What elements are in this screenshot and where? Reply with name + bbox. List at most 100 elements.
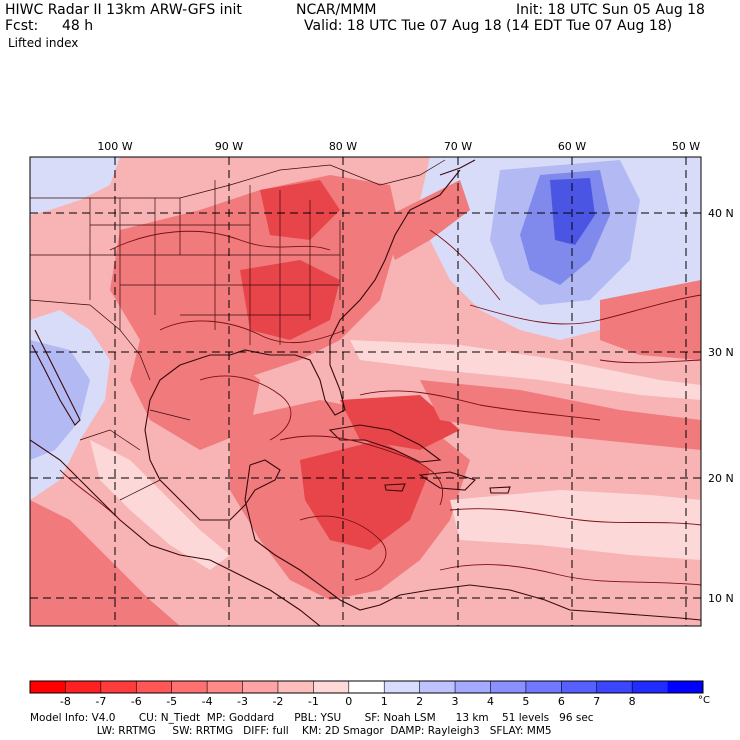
lat-label: 30 N [708, 346, 734, 359]
valid-time: Valid: 18 UTC Tue 07 Aug 18 (14 EDT Tue … [304, 18, 673, 34]
lat-label: 20 N [708, 472, 734, 485]
lat-lon-grid [30, 157, 701, 626]
contour-line [469, 294, 701, 325]
colorbar-tick-label: 0 [345, 695, 352, 708]
forecast-hour: 48 h [62, 18, 94, 34]
contour-line [429, 229, 501, 301]
colorbar-swatch [419, 681, 456, 693]
field-name: Lifted index [8, 36, 79, 50]
central-america-coastline [244, 464, 401, 611]
lifted-index-contours [59, 229, 701, 586]
organization-label: NCAR/MMM [296, 2, 377, 18]
lat-label: 40 N [708, 207, 734, 220]
colorbar-swatch [525, 681, 562, 693]
colorbar-swatch [632, 681, 669, 693]
colorbar-swatch [348, 681, 385, 693]
bahamas-strong-zone [340, 395, 460, 450]
lat-label: 10 N [708, 592, 734, 605]
mexico-state-lines [79, 409, 191, 501]
jamaica-outline [384, 483, 406, 492]
contour-line [299, 515, 387, 581]
baja-coastline [31, 329, 81, 426]
colorbar-tick-label: -1 [308, 695, 319, 708]
mexico-plateau-pale [90, 440, 230, 570]
colorbar-swatch [313, 681, 350, 693]
colorbar-tick-label: 1 [381, 695, 388, 708]
lon-label: 70 W [444, 140, 472, 153]
colorbar-tick-label: 6 [558, 695, 565, 708]
colorbar-tick-label: -8 [60, 695, 71, 708]
map-frame [29, 156, 702, 627]
model-info-line-1: Model Info: V4.0 CU: N_Tiedt MP: Goddard… [30, 712, 594, 724]
colorbar-swatch [100, 681, 137, 693]
us-canada-border [30, 159, 446, 199]
atlantic-tropical-band [420, 380, 701, 450]
gulf-texas-unstable-zone [130, 340, 260, 450]
contour-line [199, 375, 292, 441]
colorbar-tick-label: 2 [416, 695, 423, 708]
colorbar-tick-label: -6 [131, 695, 142, 708]
colorbar-swatch [207, 681, 244, 693]
colorbar-frame [29, 680, 704, 694]
nova-scotia-coastline [439, 159, 476, 176]
caribbean-strong-zone [300, 440, 430, 550]
south-america-coastline [399, 584, 701, 621]
colorbar-tick-label: 7 [593, 695, 600, 708]
contour-line [109, 230, 331, 251]
northeast-coast-band [380, 180, 470, 260]
colorbar-tick-label: 8 [629, 695, 636, 708]
colorbar-tick-labels: -8 -7 -6 -5 -4 -3 -2 -1 0 1 2 3 4 5 6 7 8 [60, 681, 636, 708]
colorbar-swatch [384, 681, 421, 693]
colorbar-swatch [242, 681, 279, 693]
contour-line [59, 469, 121, 521]
map-field [30, 157, 701, 626]
colorbar-tick-label: -2 [272, 695, 283, 708]
contour-line [359, 390, 601, 421]
lon-label: 100 W [97, 140, 132, 153]
colorbar-swatch [455, 681, 491, 693]
colorbar-swatch [171, 681, 208, 693]
contour-line [439, 564, 701, 586]
contour-line [159, 320, 346, 344]
colorbar-tick-label: 5 [522, 695, 529, 708]
colorbar-swatch [596, 681, 633, 693]
init-time: Init: 18 UTC Sun 05 Aug 18 [516, 2, 705, 18]
colorbar-swatch [561, 681, 598, 693]
colorbar-tick-label: -3 [237, 695, 248, 708]
colorbar-tick-label: -5 [166, 695, 177, 708]
cuba-outline [328, 424, 442, 463]
state-border-lines [30, 180, 341, 345]
colorbar-swatch [65, 681, 102, 693]
lon-label: 50 W [672, 140, 700, 153]
contour-line [449, 508, 701, 526]
colorbar-swatch [30, 681, 66, 693]
colorbar-swatch [136, 681, 173, 693]
pacific-mexico-coastline [30, 439, 321, 626]
colorbar-unit: °C [698, 695, 710, 706]
colorbar-tick-label: -4 [202, 695, 213, 708]
model-info-line-2: LW: RRTMG SW: RRTMG DIFF: full KM: 2D Sm… [30, 725, 552, 737]
lon-label: 60 W [558, 140, 586, 153]
political-borders [30, 159, 446, 501]
longitude-labels: 100 W 90 W 80 W 70 W 60 W 50 W [97, 140, 700, 153]
lon-label: 80 W [329, 140, 357, 153]
colorbar [29, 680, 704, 694]
atlantic-pale-band [350, 340, 701, 400]
colorbar-swatch [277, 681, 314, 693]
model-title: HIWC Radar II 13km ARW-GFS init [5, 2, 242, 18]
us-southeast-strong-zone [240, 260, 340, 340]
northwest-pale-region [30, 157, 120, 215]
colorbar-tick-label: 4 [487, 695, 494, 708]
eastern-pacific-unstable-zone [30, 500, 180, 626]
latitude-labels: 40 N 30 N 20 N 10 N [708, 207, 734, 605]
forecast-label: Fcst: [5, 18, 39, 34]
colorbar-swatch [667, 681, 704, 693]
lon-label: 90 W [215, 140, 243, 153]
colorbar-tick-label: -7 [95, 695, 106, 708]
puerto-rico-outline [489, 486, 511, 494]
contour-line [279, 435, 444, 506]
hispaniola-outline [418, 471, 477, 491]
colorbar-swatch [490, 681, 527, 693]
contour-line [599, 359, 701, 364]
